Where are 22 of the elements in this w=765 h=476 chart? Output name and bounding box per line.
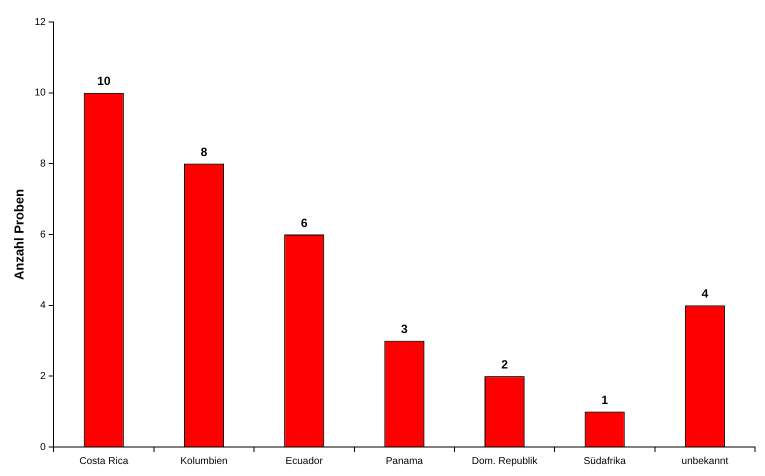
data-label: 3 [401,322,408,336]
x-tick-label: Kolumbien [180,456,228,467]
x-tick-label: unbekannt [682,456,728,467]
x-tick-label: Südafrika [584,456,626,467]
data-label: 10 [97,74,111,88]
y-tick-label: 4 [40,300,46,312]
y-tick-label: 8 [40,158,46,170]
y-tick-label: 10 [34,88,46,99]
data-label: 6 [300,216,308,230]
y-tick-label: 0 [40,442,46,453]
x-tick-label: Costa Rica [79,456,129,467]
data-label: 8 [200,144,208,159]
y-axis-title: Anzahl Proben [11,188,26,280]
y-tick-label: 12 [34,16,46,28]
y-tick-label: 6 [40,229,46,240]
y-tick-label: 2 [40,370,46,382]
data-label: 1 [601,392,608,407]
x-tick-label: Panama [386,456,424,467]
x-tick-label: Ecuador [286,456,324,467]
data-label: 4 [702,286,709,301]
data-label: 2 [501,357,508,372]
x-tick-label: Dom. Republik [472,456,538,467]
